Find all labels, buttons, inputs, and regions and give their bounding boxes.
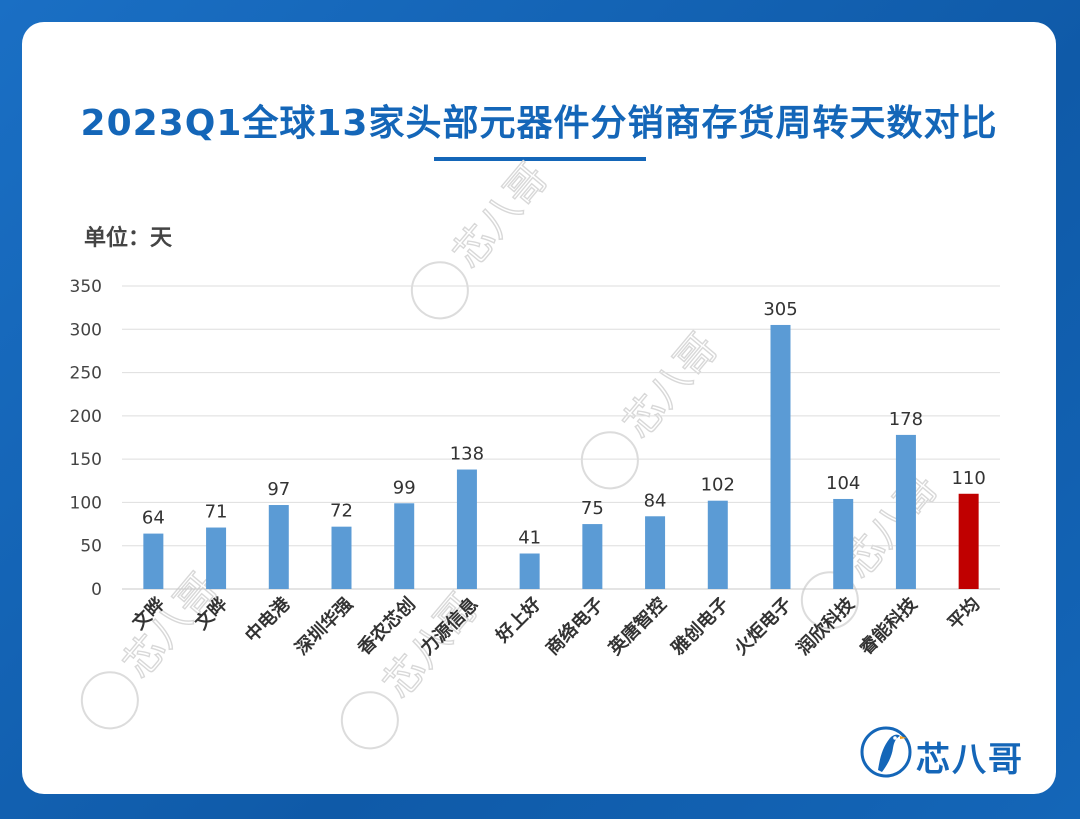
bar-value-label: 178 xyxy=(889,409,923,430)
watermark: 芯八哥 xyxy=(580,325,728,490)
svg-text:芯八哥: 芯八哥 xyxy=(615,325,727,446)
bar-value-label: 75 xyxy=(581,498,604,519)
bar-value-label: 104 xyxy=(826,473,860,494)
watermark: 芯八哥 xyxy=(410,155,558,320)
bar-value-label: 305 xyxy=(763,299,797,320)
bar-value-label: 84 xyxy=(644,490,667,511)
bar-value-label: 64 xyxy=(142,508,165,529)
bar xyxy=(331,526,352,589)
chart-title: 2023Q1全球13家头部元器件分销商存货周转天数对比 xyxy=(80,103,998,144)
bar xyxy=(895,434,916,589)
bar-value-label: 138 xyxy=(450,444,484,465)
y-tick-label: 0 xyxy=(91,580,102,600)
y-tick-label: 50 xyxy=(80,537,102,557)
x-tick-label: 深圳华强 xyxy=(291,593,357,659)
svg-text:芯八哥: 芯八哥 xyxy=(445,155,557,276)
chart-card: 2023Q1全球13家头部元器件分销商存货周转天数对比 单位：天 芯八哥 芯八哥芯… xyxy=(22,22,1056,794)
y-tick-label: 150 xyxy=(70,450,102,470)
bar-value-label: 110 xyxy=(951,468,985,489)
bar xyxy=(519,553,540,589)
y-tick-label: 300 xyxy=(70,320,102,340)
bar-value-label: 71 xyxy=(205,502,228,523)
watermark: 芯八哥 xyxy=(800,465,948,630)
x-tick-label: 雅创电子 xyxy=(666,593,733,660)
y-axis-ticks: 0 50 100 150 200 250 300 350 xyxy=(70,277,102,600)
unit-label: 单位：天 xyxy=(84,226,173,251)
grid-lines xyxy=(122,285,1000,590)
x-tick-label: 平均 xyxy=(943,593,984,634)
x-tick-label: 商络电子 xyxy=(541,593,607,659)
y-tick-label: 250 xyxy=(70,364,102,384)
bar-value-label: 102 xyxy=(701,475,735,496)
brand-logo: 芯八哥 xyxy=(860,722,1040,786)
bar xyxy=(394,503,415,589)
bar xyxy=(456,469,477,589)
title-underline xyxy=(434,157,646,161)
bar xyxy=(770,324,791,589)
bar-value-label: 97 xyxy=(267,479,290,500)
x-tick-label: 英唐智控 xyxy=(603,593,670,660)
bar xyxy=(833,498,854,589)
y-tick-label: 350 xyxy=(70,277,102,297)
bar xyxy=(582,524,603,589)
bar-value-label: 72 xyxy=(330,501,353,522)
bar xyxy=(645,516,666,589)
bird-icon xyxy=(860,726,912,778)
bar xyxy=(268,505,289,589)
x-tick-label: 好上好 xyxy=(491,593,545,647)
x-tick-label: 睿能科技 xyxy=(855,592,922,659)
y-tick-label: 200 xyxy=(70,407,102,427)
x-tick-label: 火炬电子 xyxy=(730,593,796,659)
bar xyxy=(206,527,227,589)
bar-value-label: 99 xyxy=(393,477,416,498)
bar xyxy=(707,500,728,589)
bar xyxy=(143,533,164,589)
x-tick-label: 中电港 xyxy=(241,592,295,646)
y-tick-label: 100 xyxy=(70,493,102,513)
bar xyxy=(958,493,979,589)
brand-name: 芯八哥 xyxy=(916,740,1024,780)
bar-value-label: 41 xyxy=(518,528,541,549)
bars: 64 71 97 72 99 138 41 75 84 102 305 104 178 110 xyxy=(142,299,986,589)
